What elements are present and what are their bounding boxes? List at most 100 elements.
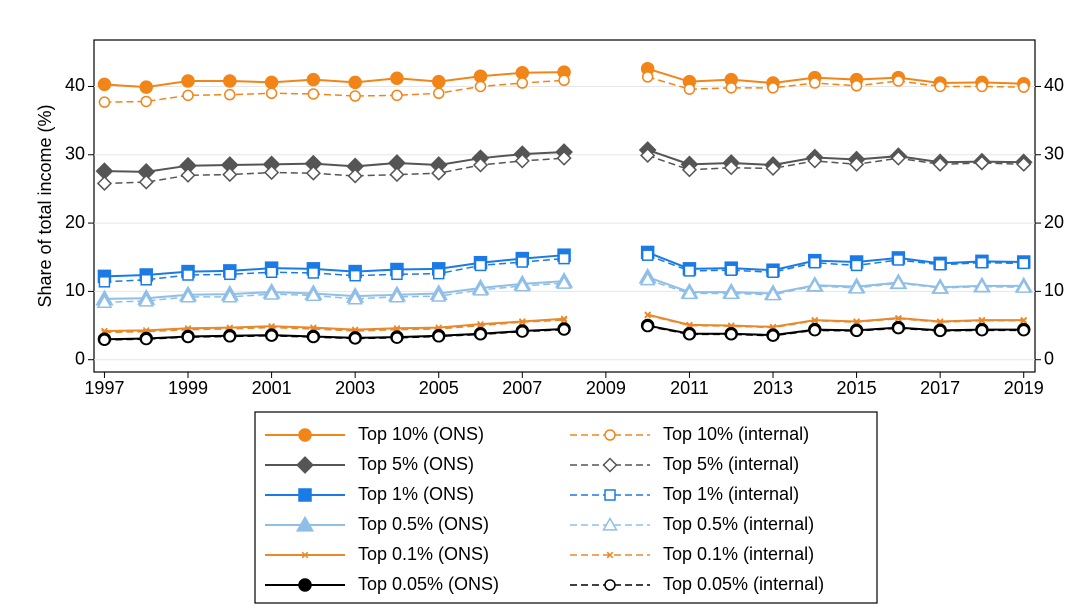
- marker: [430, 288, 447, 302]
- marker: [932, 156, 948, 172]
- marker: [474, 328, 487, 341]
- marker: [1020, 317, 1028, 325]
- marker: [681, 162, 697, 178]
- y-tick-label: 20: [65, 212, 85, 232]
- x-tick-label: 1999: [168, 378, 208, 398]
- marker: [892, 254, 905, 266]
- y-tick-label: 30: [65, 144, 85, 164]
- marker: [140, 274, 152, 286]
- y2-tick-label: 0: [1044, 348, 1054, 368]
- marker: [725, 82, 737, 94]
- marker: [558, 323, 570, 336]
- x-tick-label: 2017: [920, 378, 960, 398]
- marker: [263, 286, 280, 300]
- marker: [349, 90, 361, 102]
- marker: [180, 288, 196, 303]
- marker: [848, 279, 865, 294]
- legend-label: Top 1% (ONS): [358, 484, 474, 504]
- marker: [767, 266, 779, 279]
- marker: [474, 259, 487, 272]
- marker: [349, 332, 361, 345]
- marker: [683, 328, 696, 341]
- y-tick-label: 0: [75, 348, 85, 368]
- x-tick-label: 2015: [837, 378, 877, 398]
- legend-label: Top 0.05% (internal): [663, 574, 824, 594]
- marker: [472, 282, 489, 296]
- marker: [295, 515, 315, 532]
- marker: [181, 74, 195, 88]
- marker: [602, 516, 618, 531]
- marker: [683, 265, 696, 277]
- marker: [518, 318, 526, 326]
- marker: [307, 331, 320, 343]
- marker: [182, 89, 194, 102]
- marker: [96, 175, 113, 192]
- marker: [892, 322, 905, 335]
- marker: [640, 147, 656, 164]
- legend-box: [254, 411, 878, 604]
- marker: [895, 315, 902, 323]
- marker: [389, 288, 405, 303]
- marker: [604, 579, 616, 591]
- marker: [391, 332, 403, 344]
- marker: [932, 279, 948, 294]
- marker: [390, 71, 404, 86]
- marker: [934, 325, 946, 337]
- marker: [639, 271, 656, 286]
- x-tick-label: 2013: [753, 378, 793, 398]
- marker: [723, 160, 739, 176]
- marker: [140, 95, 152, 108]
- marker: [934, 258, 946, 271]
- marker: [644, 311, 651, 319]
- y-tick-label: 10: [65, 280, 85, 300]
- x-tick-label: 1997: [84, 378, 124, 398]
- marker: [767, 82, 779, 94]
- marker: [641, 249, 654, 261]
- marker: [807, 277, 823, 292]
- x-tick-label: 2019: [1004, 378, 1044, 398]
- marker: [347, 168, 363, 184]
- marker: [98, 96, 111, 108]
- y2-tick-label: 20: [1044, 212, 1064, 232]
- marker: [98, 276, 111, 288]
- marker: [180, 167, 196, 183]
- legend-label: Top 0.5% (internal): [663, 514, 814, 534]
- marker: [809, 77, 821, 89]
- x-tick-label: 2007: [502, 378, 542, 398]
- marker: [265, 87, 278, 100]
- marker: [809, 324, 821, 337]
- marker: [298, 488, 312, 502]
- series-line: [104, 276, 1024, 300]
- marker: [604, 489, 616, 501]
- marker: [349, 269, 361, 282]
- marker: [683, 83, 696, 95]
- marker: [516, 325, 529, 338]
- legend-label: Top 5% (internal): [663, 454, 799, 474]
- marker: [641, 71, 654, 83]
- marker: [725, 264, 737, 276]
- marker: [1017, 324, 1030, 337]
- marker: [347, 290, 363, 305]
- marker: [138, 174, 154, 190]
- marker: [97, 77, 112, 92]
- marker: [558, 74, 570, 87]
- marker: [348, 75, 362, 90]
- marker: [391, 268, 403, 281]
- marker: [606, 551, 614, 559]
- plot-frame: [93, 39, 1036, 373]
- marker: [850, 325, 863, 337]
- marker: [306, 72, 321, 87]
- marker: [389, 167, 405, 183]
- marker: [681, 285, 698, 300]
- legend-label: Top 1% (internal): [663, 484, 799, 504]
- marker: [265, 266, 278, 279]
- x-tick-label: 2011: [670, 378, 709, 398]
- marker: [224, 330, 236, 343]
- marker: [978, 317, 986, 325]
- marker: [849, 156, 865, 172]
- marker: [305, 287, 322, 302]
- marker: [765, 160, 781, 176]
- marker: [809, 256, 821, 269]
- marker: [892, 75, 905, 87]
- series-line: [104, 325, 1024, 341]
